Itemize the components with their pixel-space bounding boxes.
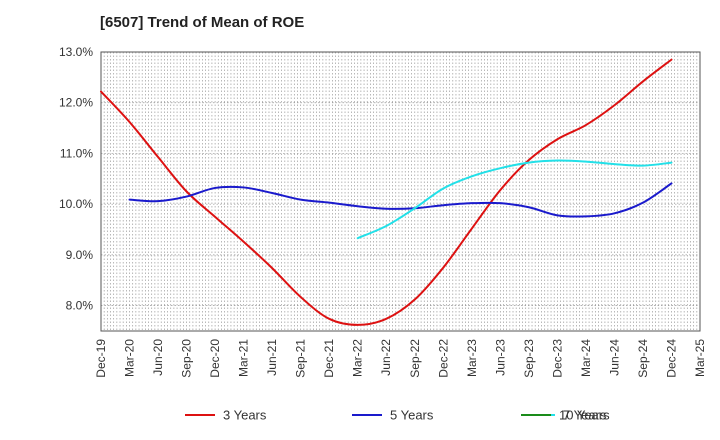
plot-border (100, 51, 701, 332)
series-line-3-years (100, 58, 673, 326)
plot-area (101, 52, 700, 331)
series-line-5-years (128, 182, 673, 218)
x-tick-label: Jun-22 (379, 339, 393, 376)
x-tick-label: Mar-25 (693, 339, 707, 377)
x-tick-label: Dec-24 (664, 339, 678, 378)
x-tick-label: Dec-22 (436, 339, 450, 378)
legend-label-3-years: 3 Years (223, 408, 267, 423)
y-tick-label: 12.0% (59, 96, 93, 110)
y-tick-label: 11.0% (60, 146, 93, 160)
x-tick-label: Dec-21 (322, 339, 336, 378)
x-tick-label: Dec-23 (550, 339, 564, 378)
x-tick-label: Sep-22 (408, 339, 422, 378)
legend-label-7-years: 7 Years (563, 408, 607, 423)
x-tick-label: Dec-19 (94, 339, 108, 378)
y-tick-label: 9.0% (66, 248, 94, 262)
y-tick-label: 8.0% (66, 299, 94, 313)
x-tick-label: Mar-21 (237, 339, 251, 377)
x-tick-label: Jun-21 (265, 339, 279, 376)
x-tick-label: Dec-20 (208, 339, 222, 378)
legend-label-5-years: 5 Years (390, 408, 434, 423)
x-tick-label: Jun-24 (607, 339, 621, 376)
y-tick-label: 13.0% (59, 45, 93, 59)
x-tick-label: Jun-20 (151, 339, 165, 376)
series-line-7-years (356, 159, 673, 240)
x-tick-label: Jun-23 (493, 339, 507, 376)
y-tick-label: 10.0% (59, 197, 93, 211)
legend-label-10-years: 10 Years (559, 408, 610, 423)
x-tick-label: Sep-21 (294, 339, 308, 378)
x-tick-label: Mar-22 (351, 339, 365, 377)
chart-title: [6507] Trend of Mean of ROE (100, 14, 305, 31)
x-tick-label: Mar-20 (123, 339, 137, 377)
x-tick-label: Mar-24 (579, 339, 593, 377)
x-tick-label: Sep-24 (636, 339, 650, 378)
x-tick-label: Mar-23 (465, 339, 479, 377)
x-tick-label: Sep-20 (180, 339, 194, 378)
x-tick-label: Sep-23 (522, 339, 536, 378)
